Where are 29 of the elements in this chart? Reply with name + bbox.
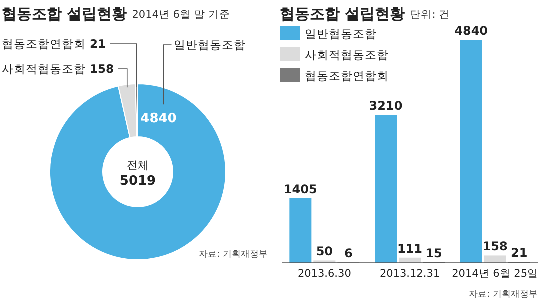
data-label: 4840	[454, 24, 488, 38]
chart-title: 협동조합 설립현황	[280, 5, 406, 23]
data-label: 158	[482, 240, 508, 254]
legend-label: 사회적협동조합	[305, 48, 389, 62]
data-label: 1405	[284, 182, 318, 196]
data-label: 21	[510, 246, 528, 260]
chart-title: 협동조합 설립현황	[2, 5, 128, 23]
slice-label: 협동조합연합회	[2, 37, 86, 51]
data-label: 6	[344, 246, 353, 261]
data-label: 3210	[369, 99, 403, 114]
x-tick-label: 2014년 6월 25일	[452, 268, 539, 280]
data-label: 111	[397, 242, 423, 256]
data-label: 4840	[140, 112, 177, 127]
text: 자료: 기획재정부	[469, 290, 538, 300]
text: 5019	[120, 174, 156, 189]
data-label: 21	[90, 37, 106, 51]
legend-label: 일반협동조합	[305, 27, 377, 41]
slice-label: 사회적협동조합	[2, 62, 86, 76]
text: 자료: 기획재정부	[199, 250, 268, 260]
data-label: 15	[426, 246, 442, 260]
x-tick-label: 2013.12.31	[380, 268, 440, 280]
text: 전체	[127, 159, 149, 172]
data-label: 158	[90, 62, 114, 76]
chart-subtitle: 2014년 6월 말 기준	[132, 9, 231, 21]
data-label: 50	[316, 244, 334, 259]
x-tick-label: 2013.6.30	[298, 268, 352, 280]
slice-label: 일반협동조합	[174, 38, 246, 52]
chart-subtitle: 단위: 건	[410, 9, 450, 21]
legend-label: 협동조합연합회	[305, 69, 389, 83]
